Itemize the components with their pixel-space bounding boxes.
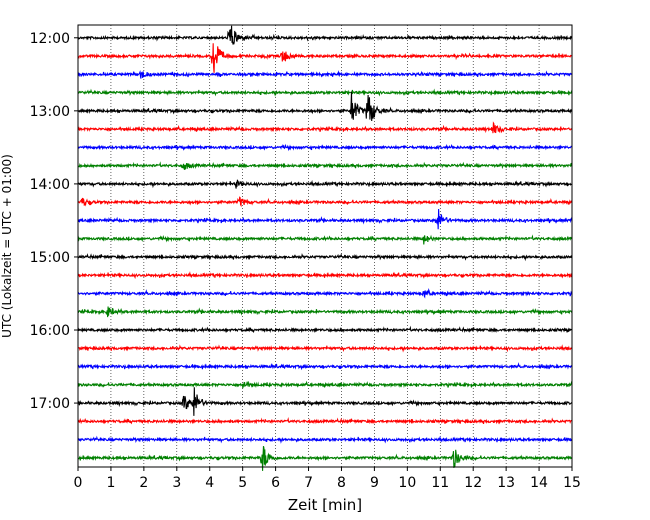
- x-tick-label: 2: [139, 475, 148, 491]
- y-tick-label: 13:00: [30, 104, 70, 120]
- y-tick-label: 15:00: [30, 250, 70, 266]
- y-tick-label: 12:00: [30, 31, 70, 47]
- y-tick-label: 17:00: [30, 396, 70, 412]
- trace-row-1300: [77, 91, 573, 122]
- trace-row-1315: [77, 121, 573, 134]
- x-tick-label: 1: [106, 475, 115, 491]
- x-tick-label: 11: [431, 475, 449, 491]
- trace-row-1215: [77, 43, 573, 73]
- trace-row-1700: [77, 387, 573, 416]
- trace-row-1730: [77, 435, 573, 444]
- x-tick-label: 14: [530, 475, 548, 491]
- x-tick-label: 15: [563, 475, 581, 491]
- trace-row-1245: [77, 88, 573, 97]
- x-tick-label: 4: [205, 475, 214, 491]
- y-axis-ticks: 12:00 13:00 14:00 15:00 16:00 17:00: [30, 31, 78, 412]
- x-tick-label: 0: [74, 475, 83, 491]
- x-tick-label: 7: [304, 475, 313, 491]
- trace-row-1330: [77, 143, 573, 152]
- trace-row-1745: [77, 446, 573, 471]
- trace-row-1630: [77, 362, 573, 371]
- trace-row-1515: [77, 271, 573, 280]
- trace-row-1600: [77, 325, 573, 334]
- y-tick-label: 14:00: [30, 177, 70, 193]
- x-tick-label: 8: [337, 475, 346, 491]
- x-axis-label: Zeit [min]: [288, 496, 362, 514]
- x-tick-label: 10: [398, 475, 416, 491]
- trace-row-1400: [77, 179, 573, 189]
- plot-frame: [77, 24, 573, 468]
- y-axis-label: UTC (Lokalzeit = UTC + 01:00): [0, 154, 14, 338]
- trace-row-1615: [77, 344, 573, 353]
- x-tick-label: 12: [464, 475, 482, 491]
- trace-row-1500: [77, 253, 573, 262]
- grid-lines: [110, 25, 540, 467]
- seismic-traces: [77, 25, 573, 471]
- y-tick-label: 16:00: [30, 323, 70, 339]
- trace-row-1530: [77, 287, 573, 299]
- trace-row-1345: [77, 161, 573, 170]
- trace-row-1445: [77, 234, 573, 245]
- trace-row-1645: [77, 380, 573, 389]
- trace-row-1430: [77, 209, 573, 230]
- x-tick-label: 13: [497, 475, 515, 491]
- x-tick-label: 3: [172, 475, 181, 491]
- trace-row-1545: [77, 306, 573, 318]
- x-tick-label: 6: [271, 475, 280, 491]
- x-tick-label: 9: [370, 475, 379, 491]
- trace-row-1415: [77, 196, 573, 208]
- x-axis-ticks: 0 1 2 3 4 5 6 7 8 9 10 11 12 13 14 15: [74, 467, 581, 491]
- trace-row-1230: [77, 69, 573, 79]
- x-tick-label: 5: [238, 475, 247, 491]
- trace-row-1200: [77, 25, 573, 45]
- trace-row-1715: [77, 416, 573, 425]
